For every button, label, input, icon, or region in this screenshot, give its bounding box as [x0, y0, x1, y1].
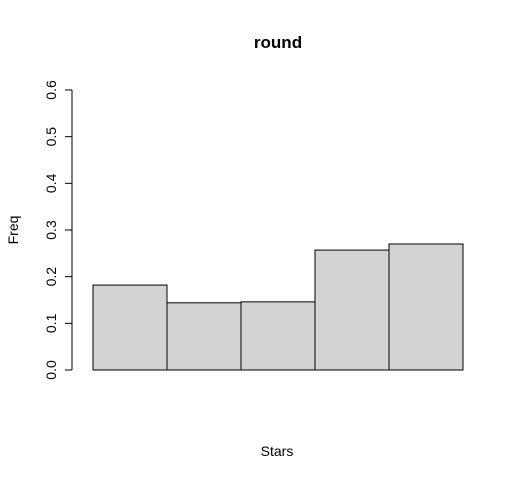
y-tick-label: 0.4 [43, 173, 59, 193]
bars-group [93, 244, 463, 370]
y-tick-label: 0.5 [43, 127, 59, 147]
chart-title: round [254, 33, 302, 52]
y-axis-label: Freq [5, 216, 21, 245]
x-axis-label: Stars [261, 443, 294, 459]
bar [241, 302, 315, 370]
y-tick-label: 0.1 [43, 313, 59, 333]
bar [389, 244, 463, 370]
y-tick-label: 0.2 [43, 267, 59, 287]
y-tick-label: 0.0 [43, 360, 59, 380]
y-tick-label: 0.6 [43, 80, 59, 100]
y-tick-label: 0.3 [43, 220, 59, 240]
bar [167, 303, 241, 370]
bar [315, 250, 389, 370]
bar [93, 285, 167, 370]
y-axis: 0.0 0.1 0.2 0.3 0.4 0.5 0.6 [43, 80, 72, 380]
